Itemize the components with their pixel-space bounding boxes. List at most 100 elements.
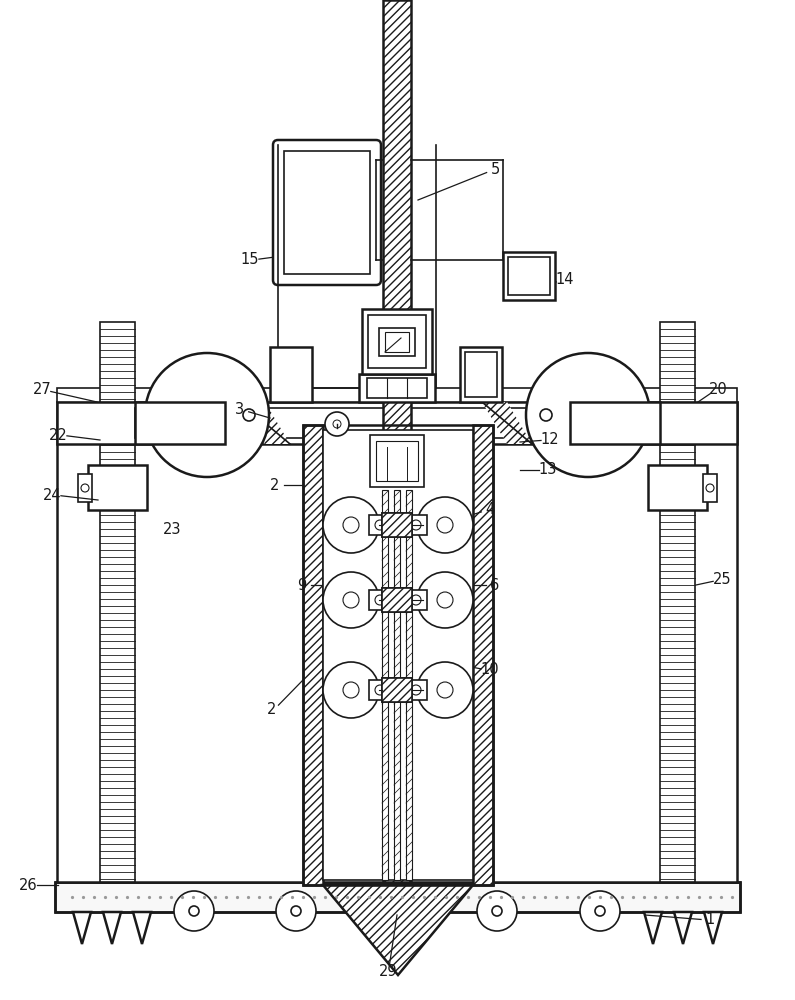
Bar [382,588,412,612]
Text: 14: 14 [556,272,574,288]
Bar [57,388,737,402]
Text: 4: 4 [486,502,494,518]
Bar [460,347,502,402]
Text: 25: 25 [712,572,731,587]
Circle shape [477,891,517,931]
Bar [55,882,740,912]
Circle shape [375,595,385,605]
Bar [379,328,415,356]
Bar [382,490,388,880]
Polygon shape [482,402,532,444]
Circle shape [578,405,598,425]
FancyBboxPatch shape [273,140,381,285]
Bar [648,465,707,510]
Bar [660,402,695,882]
Circle shape [343,592,359,608]
Circle shape [325,412,349,436]
Circle shape [437,682,453,698]
Bar [367,378,427,398]
Circle shape [411,520,421,530]
Bar [383,0,411,882]
Circle shape [197,405,217,425]
Text: 10: 10 [481,662,499,678]
Bar [465,352,497,397]
Bar [405,590,427,610]
Bar [382,678,412,702]
Circle shape [706,484,714,492]
Circle shape [492,906,502,916]
Circle shape [243,409,255,421]
Circle shape [189,906,199,916]
Circle shape [343,517,359,533]
Bar [369,515,391,535]
Polygon shape [674,912,692,944]
Bar [369,590,391,610]
Bar [382,513,412,537]
Circle shape [333,420,341,428]
Text: 23: 23 [163,522,181,538]
Text: 26: 26 [19,878,37,892]
Text: 20: 20 [708,382,727,397]
Text: 6: 6 [491,578,499,592]
Bar [100,322,135,402]
Bar [382,513,412,537]
Bar [303,425,323,885]
Bar [405,515,427,535]
Text: 27: 27 [33,382,52,397]
Text: 13: 13 [539,462,557,478]
Bar [376,441,418,481]
Bar [406,490,412,880]
Circle shape [417,572,473,628]
Bar [405,680,427,700]
Text: 22: 22 [48,428,68,442]
Bar [473,425,493,885]
Bar [57,402,737,882]
Bar [284,151,370,274]
Bar [503,252,555,300]
Circle shape [375,685,385,695]
Circle shape [411,685,421,695]
Circle shape [323,497,379,553]
Bar [382,678,412,702]
Bar [383,0,411,882]
Circle shape [276,891,316,931]
Polygon shape [103,912,121,944]
Bar [78,474,92,502]
Text: 3: 3 [235,402,245,418]
Bar [323,430,473,880]
Circle shape [291,906,301,916]
Circle shape [417,662,473,718]
Bar [57,402,737,444]
Bar [368,315,426,368]
Text: 29: 29 [378,964,398,980]
Bar [382,513,412,537]
Bar [703,474,717,502]
Text: 9: 9 [297,578,307,592]
Text: 12: 12 [541,432,560,448]
Circle shape [437,517,453,533]
Polygon shape [133,912,151,944]
Circle shape [323,572,379,628]
Polygon shape [240,402,290,444]
Bar [135,402,225,444]
Circle shape [323,662,379,718]
Bar [303,425,323,885]
Circle shape [580,891,620,931]
Bar [270,347,312,402]
Text: 2: 2 [270,478,280,492]
Circle shape [526,353,650,477]
Circle shape [437,592,453,608]
Bar [660,322,695,402]
Bar [508,257,550,295]
Bar [570,402,660,444]
Circle shape [417,497,473,553]
Text: 2: 2 [267,702,277,718]
Text: 5: 5 [491,162,499,178]
Polygon shape [644,912,662,944]
Bar [394,490,400,880]
Circle shape [145,353,269,477]
Bar [88,465,147,510]
Bar [135,408,660,438]
Bar [382,588,412,612]
Circle shape [595,906,605,916]
